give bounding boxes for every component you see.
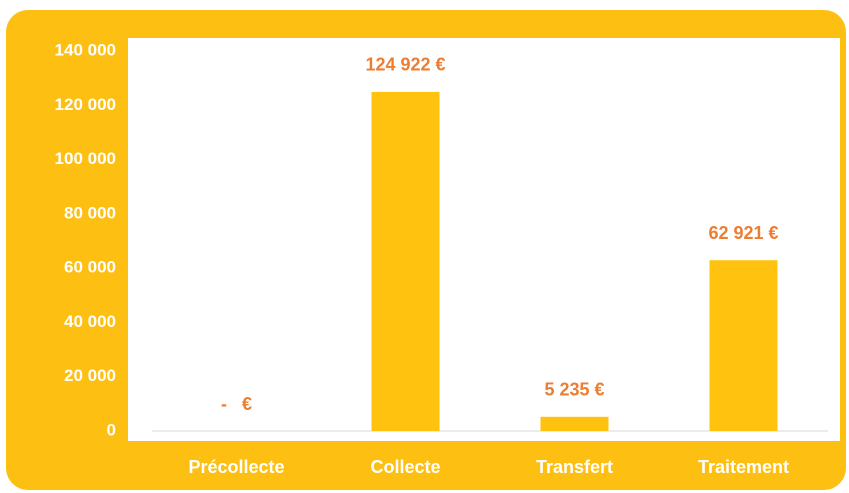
y-tick-label: 140 000 [55, 40, 116, 59]
x-tick-label: Précollecte [188, 457, 284, 477]
bar [371, 91, 440, 432]
y-tick-label: 120 000 [55, 95, 116, 114]
y-tick-label: 40 000 [64, 312, 116, 331]
y-tick-label: 20 000 [64, 366, 116, 385]
y-tick-label: 100 000 [55, 149, 116, 168]
bar [540, 416, 609, 431]
x-tick-label: Traitement [698, 457, 789, 477]
data-label: 62 921 € [708, 223, 778, 243]
data-label: - € [221, 394, 252, 414]
data-label: 5 235 € [544, 380, 604, 400]
x-tick-label: Collecte [370, 457, 440, 477]
data-label: 124 922 € [365, 55, 445, 75]
x-tick-label: Transfert [536, 457, 613, 477]
bar [709, 260, 778, 431]
y-tick-label: 60 000 [64, 258, 116, 277]
y-tick-label: 80 000 [64, 203, 116, 222]
y-tick-label: 0 [107, 420, 116, 439]
